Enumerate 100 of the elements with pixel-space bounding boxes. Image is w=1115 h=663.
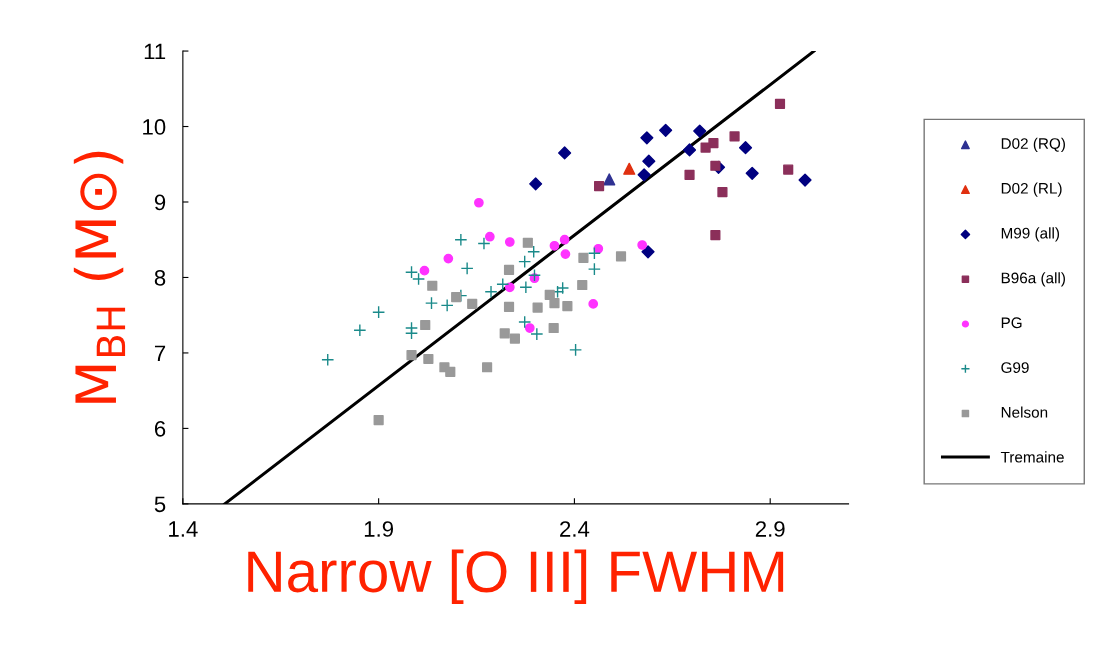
point [637,240,648,250]
point [587,262,601,276]
y-tick-label: 10 [143,119,166,135]
point [532,302,543,313]
point [603,173,616,186]
point [467,298,478,309]
point [373,415,384,426]
legend-label: M99 (all) [1001,227,1060,242]
point [593,243,604,254]
point [527,268,541,282]
point [504,237,515,247]
point [474,197,484,208]
point [509,333,520,344]
point [562,301,573,312]
point [637,168,651,182]
point [518,255,532,269]
point [484,231,495,242]
point [615,251,627,262]
point [588,299,599,309]
point [549,298,560,309]
y-tick-label: 11 [144,43,166,60]
point [484,285,498,299]
legend-label: PG [1001,317,1022,329]
point [519,280,533,294]
point [503,301,515,312]
point [530,327,544,341]
point [424,296,439,310]
point [419,265,430,276]
point [503,264,515,276]
point [710,230,721,241]
point [423,353,434,365]
point [623,162,636,175]
point [527,245,541,259]
point [700,142,711,153]
point [445,366,456,377]
point [549,240,560,251]
point [710,160,721,171]
y-tick-label: 5 [154,496,166,513]
x-tick-label: 2.9 [755,521,785,537]
point [729,131,740,142]
point [738,141,753,155]
point [774,98,786,109]
point [783,164,794,175]
point [578,252,589,263]
y-tick-label: 9 [154,194,166,211]
point [477,236,491,251]
point [745,166,759,180]
point [587,246,601,260]
point [518,315,532,329]
point [372,305,386,319]
point [798,173,812,187]
legend-label: B96a (all) [1001,272,1065,287]
point [420,319,431,331]
point [499,328,510,339]
x-tick-label: 1.9 [364,521,394,537]
point [693,124,707,138]
x-axis-title: Narrow [O III] FWHM [248,549,784,604]
point [504,282,515,293]
legend-label: D02 (RQ) [1001,137,1065,152]
point [460,261,474,275]
legend-label: Nelson [1001,406,1048,418]
legend-label: Tremaine [1000,451,1064,463]
point [412,272,426,286]
x-tick-label: 2.4 [560,521,590,537]
point [405,326,419,340]
point [454,233,468,247]
y-tick-label: 6 [154,420,166,437]
point [594,181,605,192]
point [321,353,335,367]
point [717,187,728,198]
point [560,249,571,259]
point [427,280,438,291]
point [659,123,673,137]
y-tick-label: 8 [154,270,166,286]
legend-label: G99 [1001,362,1029,373]
y-tick-label: 7 [154,345,166,361]
legend-label: D02 (RL) [1001,182,1062,197]
point [642,154,656,168]
point [569,343,583,357]
point [406,350,417,361]
point [548,322,559,334]
point [482,362,493,373]
point [496,277,510,291]
point [577,279,588,291]
y-axis-title: M$_{BH}$ (M⊙) [73,151,126,403]
point [558,146,572,160]
point [640,131,654,145]
point [641,245,655,259]
point [440,298,454,312]
point [559,234,570,245]
point [443,253,454,264]
point [682,143,697,157]
point [524,323,535,333]
point [684,169,695,180]
point [405,265,419,279]
point [529,177,543,191]
point [522,237,533,248]
point [451,292,462,303]
point [353,323,367,337]
x-tick-label: 1.4 [169,521,198,537]
